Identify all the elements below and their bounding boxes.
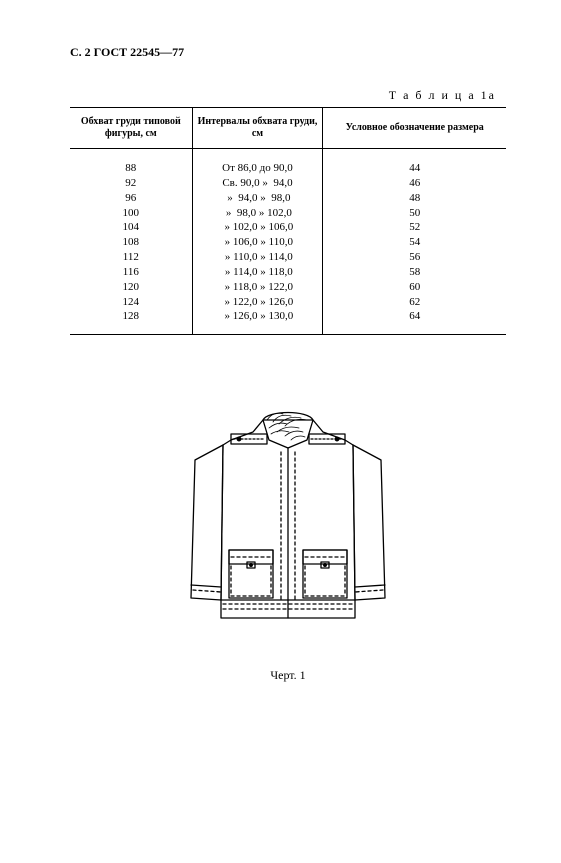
cell-interval: От 86,0 до 90,0 <box>192 149 323 176</box>
cell-interval: » 110,0 » 114,0 <box>192 250 323 265</box>
jacket-drawing <box>173 390 403 650</box>
cell-chest: 96 <box>70 191 192 206</box>
figure-jacket: Черт. 1 <box>70 390 506 683</box>
cell-interval: » 114,0 » 118,0 <box>192 265 323 280</box>
cell-interval: » 98,0 » 102,0 <box>192 206 323 221</box>
table-header-row: Обхват груди типовой фигуры, см Интервал… <box>70 108 506 149</box>
cell-interval: » 126,0 » 130,0 <box>192 309 323 334</box>
cell-interval: » 106,0 » 110,0 <box>192 235 323 250</box>
table-row: 128 » 126,0 » 130,064 <box>70 309 506 334</box>
cell-size: 64 <box>323 309 506 334</box>
cell-size: 62 <box>323 295 506 310</box>
cell-chest: 104 <box>70 220 192 235</box>
cell-interval: » 122,0 » 126,0 <box>192 295 323 310</box>
cell-size: 54 <box>323 235 506 250</box>
cell-interval: » 118,0 » 122,0 <box>192 280 323 295</box>
table-row: 112 » 110,0 » 114,056 <box>70 250 506 265</box>
cell-chest: 128 <box>70 309 192 334</box>
cell-size: 44 <box>323 149 506 176</box>
table-row: 108 » 106,0 » 110,054 <box>70 235 506 250</box>
cell-chest: 124 <box>70 295 192 310</box>
cell-chest: 112 <box>70 250 192 265</box>
cell-size: 56 <box>323 250 506 265</box>
cell-size: 48 <box>323 191 506 206</box>
cell-size: 58 <box>323 265 506 280</box>
cell-size: 46 <box>323 176 506 191</box>
table-row: 100 » 98,0 » 102,050 <box>70 206 506 221</box>
col-header-size: Условное обозначение размера <box>323 108 506 149</box>
table-row: 92Св. 90,0 » 94,046 <box>70 176 506 191</box>
size-table: Обхват груди типовой фигуры, см Интервал… <box>70 107 506 335</box>
table-row: 104 » 102,0 » 106,052 <box>70 220 506 235</box>
page-header: С. 2 ГОСТ 22545—77 <box>70 45 506 60</box>
table-caption: Т а б л и ц а 1а <box>70 88 506 103</box>
table-row: 124 » 122,0 » 126,062 <box>70 295 506 310</box>
table-row: 116 » 114,0 » 118,058 <box>70 265 506 280</box>
cell-interval: Св. 90,0 » 94,0 <box>192 176 323 191</box>
cell-size: 52 <box>323 220 506 235</box>
cell-interval: » 102,0 » 106,0 <box>192 220 323 235</box>
col-header-chest: Обхват груди типовой фигуры, см <box>70 108 192 149</box>
cell-chest: 108 <box>70 235 192 250</box>
cell-chest: 92 <box>70 176 192 191</box>
table-row: 96 » 94,0 » 98,048 <box>70 191 506 206</box>
cell-chest: 116 <box>70 265 192 280</box>
cell-chest: 88 <box>70 149 192 176</box>
cell-size: 50 <box>323 206 506 221</box>
cell-size: 60 <box>323 280 506 295</box>
col-header-interval: Интервалы обхвата груди, см <box>192 108 323 149</box>
cell-chest: 120 <box>70 280 192 295</box>
figure-caption: Черт. 1 <box>70 668 506 683</box>
cell-chest: 100 <box>70 206 192 221</box>
cell-interval: » 94,0 » 98,0 <box>192 191 323 206</box>
table-row: 88От 86,0 до 90,044 <box>70 149 506 176</box>
table-row: 120 » 118,0 » 122,060 <box>70 280 506 295</box>
